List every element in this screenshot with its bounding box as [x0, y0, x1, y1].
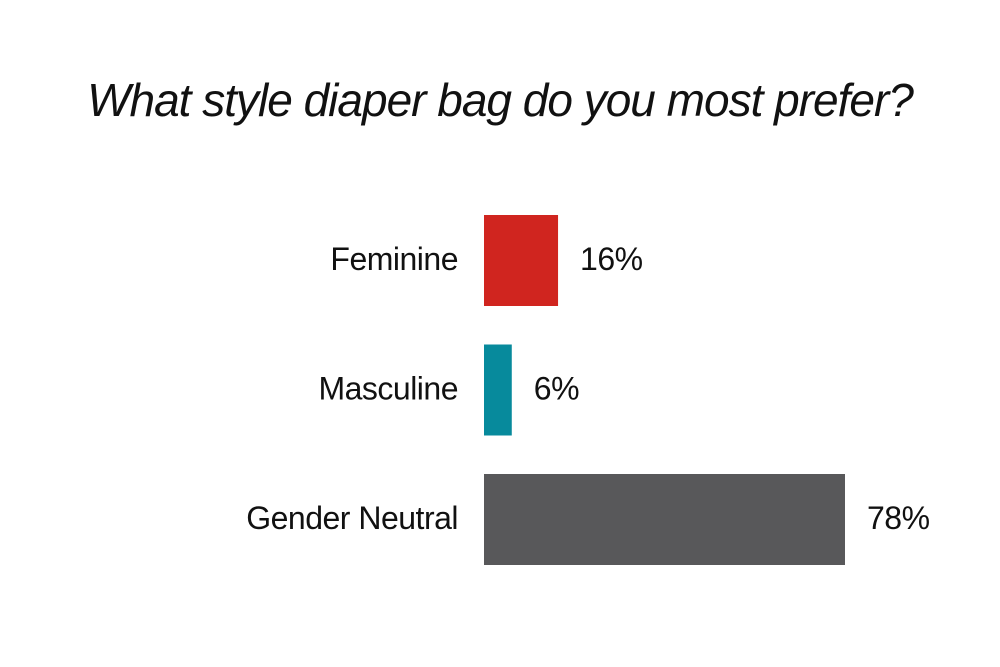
- value-label: 78%: [867, 500, 930, 536]
- value-label: 16%: [580, 241, 643, 277]
- bar: [484, 215, 559, 306]
- category-label: Masculine: [318, 370, 458, 406]
- bar: [484, 474, 845, 565]
- category-label: Gender Neutral: [246, 500, 458, 536]
- chart-title: What style diaper bag do you most prefer…: [87, 74, 914, 126]
- bar: [484, 344, 512, 436]
- value-label: 6%: [534, 370, 579, 406]
- category-label: Feminine: [330, 241, 458, 277]
